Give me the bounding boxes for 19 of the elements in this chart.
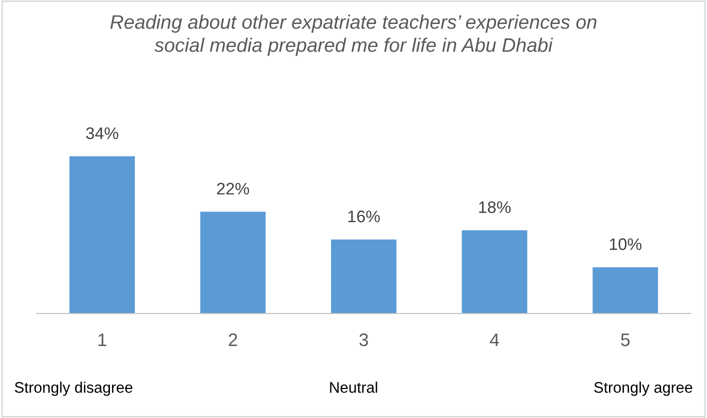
x-tick-label: 4 — [490, 334, 500, 346]
bar — [592, 267, 658, 314]
bar — [331, 240, 396, 314]
chart-title: Reading about other expatriate teachers’ experiences on social media prepared me for life in Abu Dhabi — [110, 14, 596, 56]
x-tick-label: 2 — [228, 333, 238, 346]
text: Strongly agree — [594, 382, 692, 396]
text: Neutral — [330, 382, 378, 393]
text: Strongly disagree — [14, 382, 132, 396]
data-label: 18% — [479, 201, 511, 214]
x-tick-label: 5 — [621, 334, 630, 346]
bar — [200, 212, 266, 314]
data-label: 16% — [348, 210, 380, 222]
data-label: 22% — [217, 182, 250, 195]
x-tick-label: 1 — [98, 334, 106, 346]
bar — [69, 156, 135, 314]
bar — [462, 230, 528, 314]
x-tick-label: 3 — [359, 333, 368, 346]
data-label: 10% — [610, 238, 642, 250]
data-label: 34% — [86, 127, 118, 140]
